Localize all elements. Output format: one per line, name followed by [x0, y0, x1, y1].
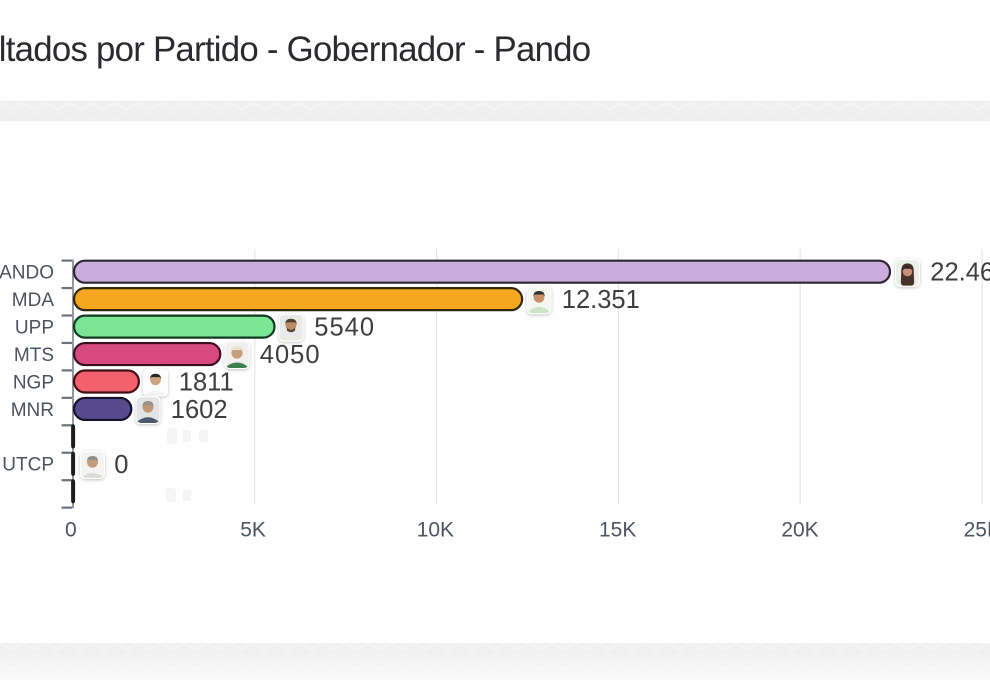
- svg-text:10K: 10K: [417, 518, 454, 541]
- svg-text:5540: 5540: [314, 314, 375, 342]
- svg-text:20K: 20K: [781, 518, 818, 541]
- svg-text:MDA: MDA: [12, 290, 55, 311]
- svg-text:25K: 25K: [964, 518, 990, 541]
- svg-text:0: 0: [114, 451, 128, 479]
- svg-text:Resultados por Partido - Gober: Resultados por Partido - Gobernador - Pa…: [0, 30, 590, 69]
- svg-text:0: 0: [65, 518, 77, 541]
- svg-text:NGP: NGP: [13, 372, 54, 393]
- svg-text:22.465: 22.465: [930, 259, 990, 287]
- svg-text:MTS: MTS: [14, 345, 54, 366]
- svg-text:5K: 5K: [240, 518, 266, 541]
- svg-text:15K: 15K: [599, 518, 636, 541]
- svg-text:MNR: MNR: [11, 400, 54, 421]
- svg-text:4050: 4050: [260, 341, 321, 369]
- svg-text:1602: 1602: [171, 396, 228, 424]
- svg-text:12.351: 12.351: [562, 286, 640, 314]
- svg-text:UPP: UPP: [15, 317, 54, 338]
- svg-text:PANDO: PANDO: [0, 263, 54, 284]
- svg-text:1811: 1811: [179, 369, 234, 397]
- svg-text:UTCP: UTCP: [2, 455, 54, 476]
